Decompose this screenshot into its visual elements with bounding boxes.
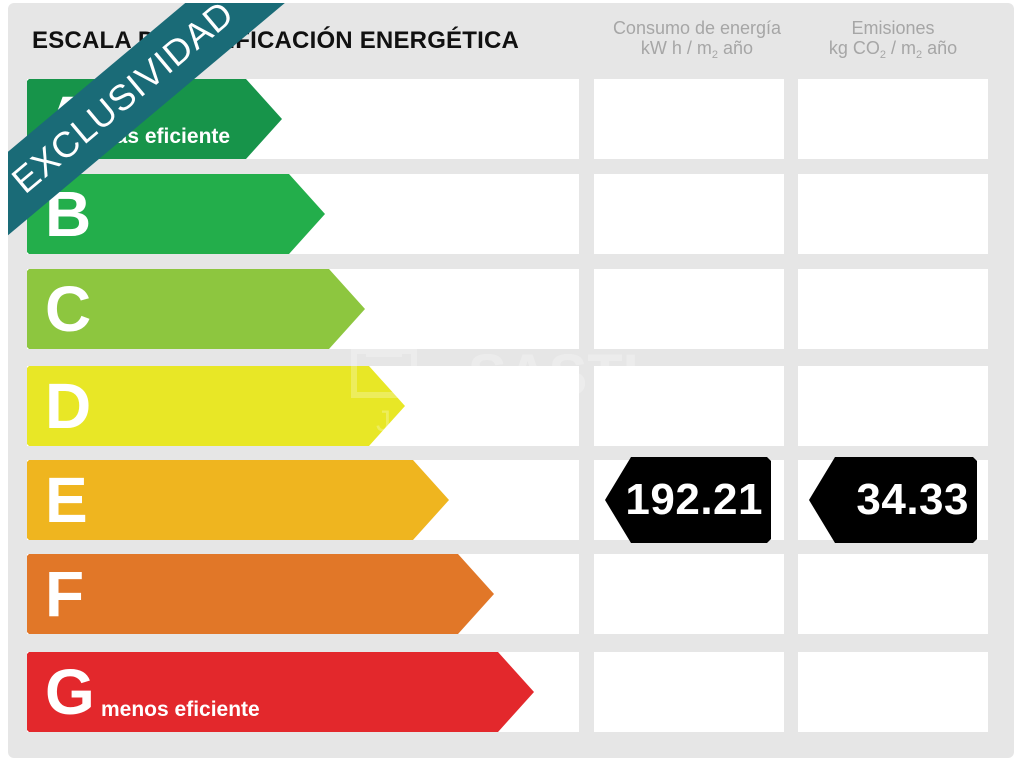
emissions-unit: kg CO2 / m2 año [828,38,958,61]
consumption-cell-f [594,554,784,634]
rating-note: menos eficiente [101,698,260,721]
rating-arrow-e [27,460,449,540]
emissions-header-label: Emisiones [851,18,935,38]
emissions-column-header: Emisiones kg CO2 / m2 año [798,18,988,61]
svg-text:SASTI: SASTI [468,343,639,408]
consumption-value-tag-text: 192.21 [625,475,763,524]
scale-title: ESCALA DE CALIFICACIÓN ENERGÉTICA [32,27,520,54]
rating-arrow-g [27,652,534,732]
consumption-cell-d [594,366,784,446]
watermark-logo: SASTI J A VA [348,343,708,438]
emissions-value-tag-text: 34.33 [856,475,969,524]
energy-label-panel: ESCALA DE CALIFICACIÓN ENERGÉTICA Consum… [8,3,1014,758]
consumption-header-label: Consumo de energía [612,18,782,38]
rating-letter: E [45,464,88,536]
rating-band-e: E [27,460,449,540]
emissions-cell-f [798,554,988,634]
consumption-cell-b [594,174,784,254]
consumption-value-tag: 192.21 [605,457,771,543]
emissions-cell-d [798,366,988,446]
emissions-cell-g [798,652,988,732]
rating-arrow-c [27,269,365,349]
rating-letter: F [45,558,85,630]
rating-arrow-f [27,554,494,634]
consumption-cell-c [594,269,784,349]
emissions-value-tag: 34.33 [809,457,977,543]
rating-letter: C [45,273,92,345]
rating-letter: B [45,178,92,250]
rating-band-d: D [27,366,405,446]
emissions-cell-c [798,269,988,349]
rating-band-f: F [27,554,494,634]
rating-band-c: C [27,269,365,349]
rating-note: más eficiente [97,125,231,148]
rating-band-b: B [27,174,325,254]
rating-letter: D [45,370,92,442]
emissions-cell-b [798,174,988,254]
consumption-column-header: Consumo de energía kW h / m2 año [602,18,792,61]
consumption-cell-g [594,652,784,732]
consumption-unit: kW h / m2 año [640,38,754,61]
emissions-value-tag-shape [809,457,977,543]
consumption-value-tag-shape [605,457,771,543]
rating-letter: G [45,656,95,728]
rating-letter: A [45,83,92,155]
rating-arrow-d [27,366,405,446]
svg-text:J A VA: J A VA [376,405,462,433]
emissions-cell-a [798,79,988,159]
consumption-cell-a [594,79,784,159]
